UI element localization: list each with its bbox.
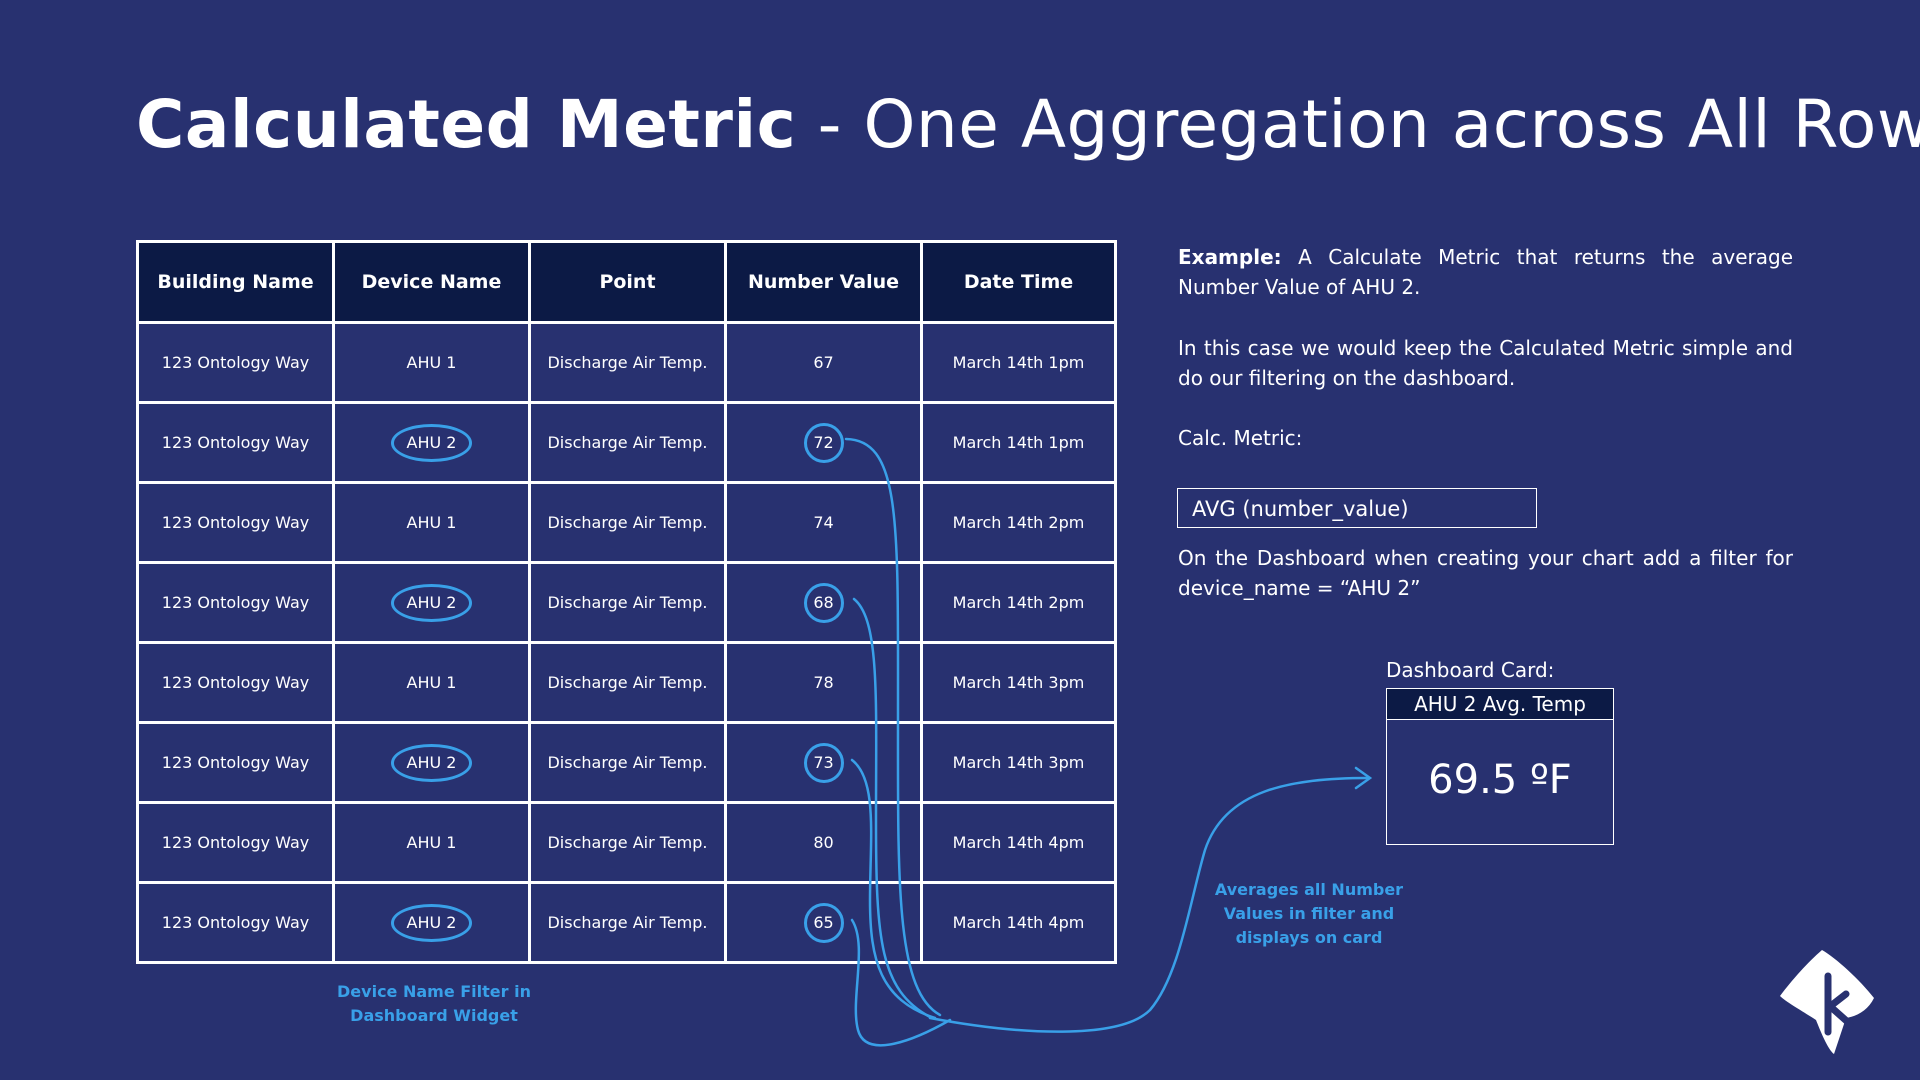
table-row: 123 Ontology Way AHU 2 Discharge Air Tem…: [136, 881, 1117, 964]
value-highlight: 72: [803, 422, 844, 463]
explanation-paragraph: In this case we would keep the Calculate…: [1178, 336, 1793, 390]
arrow-from-65: [850, 918, 952, 1047]
logo-k-icon: [1780, 950, 1874, 1054]
cell-device: AHU 2: [332, 721, 531, 804]
cell-point: Discharge Air Temp.: [528, 721, 727, 804]
cell-value: 74: [724, 481, 923, 564]
cell-datetime: March 14th 2pm: [920, 481, 1117, 564]
device-highlight: AHU 2: [390, 583, 473, 622]
device-highlight: AHU 2: [390, 423, 473, 462]
slide-title: Calculated Metric - One Aggregation acro…: [136, 80, 1920, 170]
cell-device: AHU 2: [332, 401, 531, 484]
formula-box: AVG (number_value): [1177, 488, 1537, 528]
header-building-name: Building Name: [136, 240, 335, 324]
cell-value: 68: [724, 561, 923, 644]
cell-device: AHU 2: [332, 561, 531, 644]
cell-building: 123 Ontology Way: [136, 321, 335, 404]
table-row: 123 Ontology Way AHU 1 Discharge Air Tem…: [136, 481, 1117, 564]
cell-point: Discharge Air Temp.: [528, 401, 727, 484]
cell-datetime: March 14th 1pm: [920, 321, 1117, 404]
table-header-row: Building Name Device Name Point Number V…: [136, 240, 1117, 324]
filter-paragraph: On the Dashboard when creating your char…: [1178, 546, 1793, 600]
arrow-lines: [844, 437, 1373, 1047]
cell-point: Discharge Air Temp.: [528, 321, 727, 404]
cell-datetime: March 14th 1pm: [920, 401, 1117, 484]
averages-caption: Averages all Number Values in filter and…: [1214, 880, 1404, 947]
cell-device: AHU 1: [332, 641, 531, 724]
cell-point: Discharge Air Temp.: [528, 801, 727, 884]
card-title: AHU 2 Avg. Temp: [1387, 689, 1613, 720]
arrow-from-72: [844, 437, 942, 1017]
example-paragraph: Example: A Calculate Metric that returns…: [1178, 242, 1793, 302]
cell-building: 123 Ontology Way: [136, 401, 335, 484]
cell-datetime: March 14th 4pm: [920, 881, 1117, 964]
cell-datetime: March 14th 3pm: [920, 641, 1117, 724]
title-rest: - One Aggregation across All Rows: [796, 86, 1920, 163]
card-value: 69.5 ºF: [1428, 757, 1572, 803]
cell-value: 73: [724, 721, 923, 804]
cell-building: 123 Ontology Way: [136, 561, 335, 644]
cell-value: 65: [724, 881, 923, 964]
device-highlight: AHU 2: [390, 903, 473, 942]
example-label: Example:: [1178, 245, 1282, 269]
cell-point: Discharge Air Temp.: [528, 481, 727, 564]
arrow-from-73: [850, 758, 937, 1020]
arrow-to-card: [928, 776, 1370, 1033]
dashboard-card: AHU 2 Avg. Temp 69.5 ºF: [1386, 688, 1614, 845]
cell-value: 80: [724, 801, 923, 884]
device-filter-caption: Device Name Filter in Dashboard Widget: [337, 982, 531, 1025]
dashboard-card-label: Dashboard Card:: [1386, 658, 1555, 682]
cell-point: Discharge Air Temp.: [528, 641, 727, 724]
cell-building: 123 Ontology Way: [136, 481, 335, 564]
value-highlight: 73: [803, 742, 844, 783]
value-highlight: 65: [803, 902, 844, 943]
arrow-from-68: [852, 597, 932, 1019]
cell-device: AHU 1: [332, 801, 531, 884]
cell-value: 67: [724, 321, 923, 404]
data-table: Building Name Device Name Point Number V…: [136, 240, 1117, 964]
table-row: 123 Ontology Way AHU 2 Discharge Air Tem…: [136, 401, 1117, 484]
cell-building: 123 Ontology Way: [136, 641, 335, 724]
cell-datetime: March 14th 2pm: [920, 561, 1117, 644]
table-row: 123 Ontology Way AHU 1 Discharge Air Tem…: [136, 641, 1117, 724]
cell-point: Discharge Air Temp.: [528, 881, 727, 964]
cell-datetime: March 14th 3pm: [920, 721, 1117, 804]
example-text: A Calculate Metric that returns the aver…: [1178, 245, 1793, 299]
arrowhead: [1354, 766, 1373, 790]
table-row: 123 Ontology Way AHU 2 Discharge Air Tem…: [136, 721, 1117, 804]
value-highlight: 68: [803, 582, 844, 623]
calc-metric-label: Calc. Metric:: [1178, 426, 1303, 450]
cell-building: 123 Ontology Way: [136, 801, 335, 884]
cell-building: 123 Ontology Way: [136, 881, 335, 964]
table-row: 123 Ontology Way AHU 2 Discharge Air Tem…: [136, 561, 1117, 644]
header-point: Point: [528, 240, 727, 324]
cell-device: AHU 1: [332, 481, 531, 564]
device-highlight: AHU 2: [390, 743, 473, 782]
table-row: 123 Ontology Way AHU 1 Discharge Air Tem…: [136, 321, 1117, 404]
header-number-value: Number Value: [724, 240, 923, 324]
table-row: 123 Ontology Way AHU 1 Discharge Air Tem…: [136, 801, 1117, 884]
cell-device: AHU 2: [332, 881, 531, 964]
cell-point: Discharge Air Temp.: [528, 561, 727, 644]
header-date-time: Date Time: [920, 240, 1117, 324]
cell-value: 78: [724, 641, 923, 724]
cell-building: 123 Ontology Way: [136, 721, 335, 804]
title-bold: Calculated Metric: [136, 86, 797, 163]
header-device-name: Device Name: [332, 240, 531, 324]
cell-device: AHU 1: [332, 321, 531, 404]
cell-datetime: March 14th 4pm: [920, 801, 1117, 884]
cell-value: 72: [724, 401, 923, 484]
